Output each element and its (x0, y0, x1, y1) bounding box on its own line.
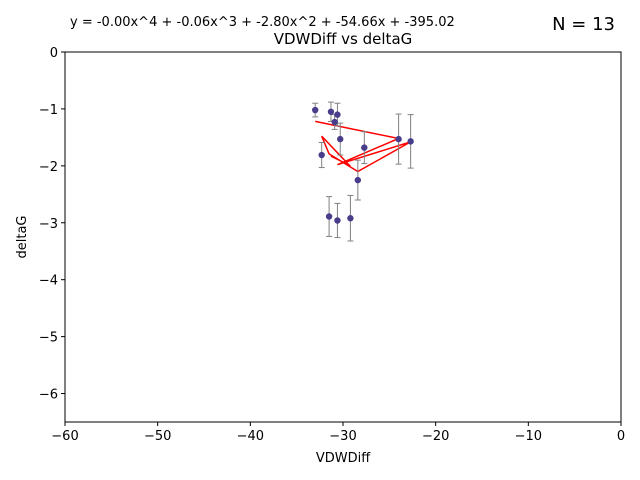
x-tick-label: −40 (237, 429, 264, 444)
axes-frame (64, 51, 622, 423)
x-axis-label: VDWDiff (316, 451, 371, 466)
n-count-label: N = 13 (552, 14, 615, 35)
fit-line (315, 120, 411, 173)
data-point (318, 151, 325, 159)
error-bars (312, 101, 414, 242)
fit-curve (315, 120, 411, 173)
y-tick-label: 0 (50, 46, 58, 61)
y-tick-label: −1 (39, 103, 58, 118)
data-point (334, 111, 341, 118)
y-tick-label: −2 (39, 160, 58, 175)
y-axis-ticks: 0 −1 −2 −3 −4 −5 −6 (39, 46, 65, 403)
y-tick-label: −6 (39, 388, 58, 403)
y-tick-label: −5 (39, 331, 58, 346)
plot-area-border (64, 51, 622, 423)
data-point (331, 118, 338, 126)
data-points (312, 106, 414, 224)
x-tick-label: −10 (515, 429, 542, 444)
y-tick-label: −4 (39, 274, 58, 289)
data-point (312, 106, 319, 114)
chart-title: VDWDiff vs deltaG (274, 30, 413, 48)
data-point (395, 135, 402, 143)
y-axis-label: deltaG (15, 216, 30, 259)
x-axis-ticks: −60 −50 −40 −30 −20 −10 0 (51, 422, 625, 444)
x-tick-label: −30 (329, 429, 356, 444)
data-point (361, 144, 368, 151)
data-point (337, 135, 344, 143)
x-tick-label: −20 (422, 429, 449, 444)
data-point (325, 213, 333, 220)
x-tick-label: 0 (617, 429, 625, 444)
data-point (327, 108, 335, 115)
x-tick-label: −60 (51, 429, 78, 444)
data-point (347, 215, 354, 222)
data-point (407, 138, 414, 145)
fit-equation: y = -0.00x^4 + -0.06x^3 + -2.80x^2 + -54… (70, 15, 455, 30)
data-point (334, 217, 341, 224)
y-tick-label: −3 (39, 217, 58, 232)
data-point (354, 176, 362, 184)
x-tick-label: −50 (144, 429, 171, 444)
